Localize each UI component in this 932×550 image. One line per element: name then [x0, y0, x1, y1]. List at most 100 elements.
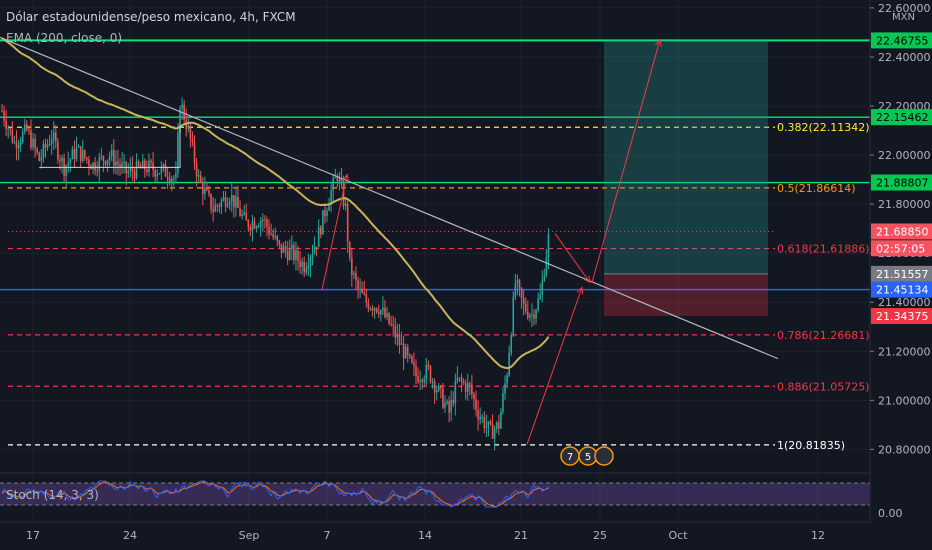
candle-body — [21, 131, 24, 143]
candle-body — [59, 159, 61, 162]
candle-body — [522, 298, 525, 305]
candle-body — [84, 149, 86, 158]
event-badge[interactable] — [594, 446, 614, 466]
candle-body — [67, 162, 70, 166]
candle-body — [88, 159, 90, 166]
time-axis[interactable]: 17 24 Sep 7 14 21 25 Oct 12 — [0, 521, 870, 542]
candle-body — [216, 205, 219, 207]
candle-body — [483, 417, 486, 429]
candle-body — [249, 227, 252, 231]
candle-body — [506, 375, 508, 384]
candle-body — [448, 401, 450, 413]
candle-body — [106, 159, 109, 165]
price-tag-label: 21.51557 — [876, 268, 929, 281]
ema-line — [1, 37, 550, 370]
price-axis[interactable]: 22.6000022.4000022.2000022.0000021.80000… — [869, 0, 932, 550]
candle-body — [357, 280, 359, 289]
candle-body — [23, 124, 26, 132]
candle-body — [543, 275, 546, 281]
candle-body — [365, 294, 368, 303]
candle-body — [220, 200, 223, 207]
arrow-up-target[interactable] — [591, 39, 661, 283]
candle-body — [48, 144, 51, 146]
candle-body — [77, 146, 80, 148]
time-tick-label: Oct — [668, 529, 688, 542]
stoch-pane — [0, 472, 870, 508]
candle-body — [26, 124, 28, 130]
candle-body — [81, 149, 84, 162]
time-tick-label: 21 — [514, 529, 528, 542]
price-tag[interactable] — [871, 174, 932, 191]
fib-label: 0.786(21.26681) — [777, 329, 870, 342]
candle-body — [233, 195, 235, 208]
trendline[interactable] — [0, 36, 779, 360]
candle-body — [199, 175, 202, 182]
price-tag[interactable] — [871, 281, 932, 298]
candle-body — [96, 170, 99, 172]
range-box[interactable] — [39, 125, 181, 168]
candle-body — [309, 257, 312, 266]
price-tag[interactable] — [871, 32, 932, 49]
candle-body — [278, 240, 281, 244]
candle-body — [388, 313, 390, 324]
candle-body — [382, 307, 384, 311]
candle-body — [351, 257, 353, 275]
price-tag[interactable] — [871, 223, 932, 240]
candle-body — [394, 325, 397, 338]
candle-body — [235, 196, 237, 208]
loss-zone[interactable] — [604, 273, 768, 317]
candle-body — [471, 384, 473, 395]
price-tag[interactable] — [871, 265, 932, 282]
candle-body — [338, 178, 341, 182]
candle-body — [456, 377, 459, 382]
time-tick-label: 12 — [811, 529, 825, 542]
candle-body — [129, 166, 132, 171]
candle-body — [512, 296, 515, 335]
candle-body — [344, 203, 347, 207]
candle-body — [359, 288, 361, 290]
currency-label: MXN — [892, 12, 915, 23]
arrow-up-2[interactable] — [526, 287, 583, 445]
candle-body — [150, 160, 152, 163]
price-tick-label: 22.60000 — [878, 2, 931, 15]
price-tag[interactable] — [871, 308, 932, 325]
price-tag[interactable] — [871, 109, 932, 126]
candle-body — [259, 220, 262, 227]
candle-body — [133, 171, 136, 178]
candle-body — [545, 257, 548, 276]
candle-body — [533, 314, 535, 319]
arrow-down[interactable] — [554, 233, 591, 283]
candle-body — [154, 170, 156, 177]
candle-body — [415, 365, 417, 377]
candle-body — [119, 164, 121, 168]
candle-body — [32, 138, 34, 148]
candle-body — [408, 354, 411, 357]
candle-body — [425, 364, 428, 380]
candle-body — [13, 141, 16, 143]
candle-body — [164, 164, 167, 177]
price-tag[interactable] — [871, 240, 932, 257]
candle-body — [398, 334, 401, 345]
candle-body — [330, 190, 332, 204]
candle-body — [55, 132, 57, 142]
candle-body — [183, 104, 185, 120]
candle-body — [75, 147, 78, 159]
candle-body — [355, 273, 357, 281]
long-position-tool[interactable] — [604, 40, 768, 317]
profit-zone[interactable] — [604, 40, 768, 274]
candle-body — [166, 176, 169, 179]
arrow-up-1[interactable] — [321, 174, 348, 291]
candle-body — [92, 162, 94, 170]
price-tick-label: 20.80000 — [878, 443, 931, 456]
candle-body — [135, 161, 138, 178]
candle-body — [94, 162, 96, 171]
candle-body — [535, 310, 537, 319]
candle-body — [303, 261, 306, 273]
candle-body — [123, 161, 125, 164]
candle-body — [442, 388, 444, 408]
price-tick-label: 22.00000 — [878, 149, 931, 162]
candle-body — [274, 236, 277, 238]
candle-body — [19, 142, 22, 146]
